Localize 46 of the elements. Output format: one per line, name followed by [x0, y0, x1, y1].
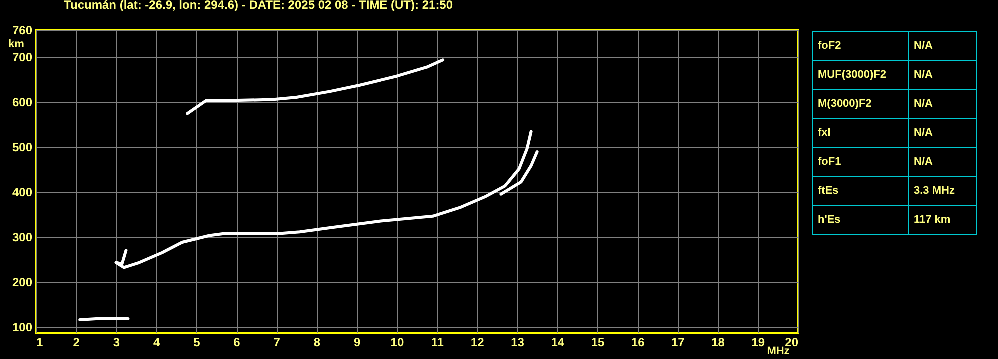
- x-tick-label: 15: [591, 336, 605, 350]
- category-label: M(3000)F2: [818, 98, 872, 110]
- category-label: ftEs: [818, 185, 839, 197]
- line-series: [114, 130, 533, 270]
- x-tick-label: 3: [113, 336, 120, 350]
- y-tick-label: 700: [12, 50, 33, 65]
- x-tick-label: 13: [511, 336, 525, 350]
- x-tick-label: 9: [354, 336, 361, 350]
- x-tick-label: 8: [314, 336, 321, 350]
- category-label: h'Es: [818, 214, 841, 226]
- x-tick-label: 19: [752, 336, 766, 350]
- category-label: foF1: [818, 156, 842, 168]
- text: 3.3 MHz: [914, 185, 955, 197]
- text: N/A: [914, 40, 933, 52]
- chart-title: Tucumán (lat: -26.9, lon: 294.6) - DATE: 2025 02 08 - TIME (UT): 21:50: [64, 0, 454, 12]
- x-tick-label: 1: [36, 336, 44, 350]
- x-tick-label: 16: [631, 336, 646, 350]
- y-tick-label: 300: [12, 230, 33, 245]
- text: 117 km: [914, 214, 951, 226]
- category-label: MUF(3000)F2: [818, 69, 886, 81]
- x-tick-label: 6: [234, 336, 241, 350]
- line-series: [500, 150, 539, 196]
- y-axis-title: km: [8, 38, 25, 50]
- y-tick-label: 100: [12, 320, 33, 335]
- category-label: foF2: [818, 40, 842, 52]
- y-tick-label: 600: [12, 96, 33, 110]
- x-tick-label: 12: [470, 336, 485, 350]
- x-tick-label: 7: [274, 336, 281, 350]
- y-tick-label: 400: [12, 186, 33, 200]
- text: N/A: [914, 127, 933, 139]
- y-tick-label: 760: [12, 24, 33, 38]
- category-label: fxI: [818, 127, 831, 139]
- x-tick-label: 4: [153, 336, 160, 350]
- text: N/A: [914, 98, 933, 110]
- x-tick-label: 5: [194, 336, 201, 350]
- y-tick-label: 500: [12, 140, 33, 155]
- x-tick-label: 10: [390, 336, 404, 350]
- text: N/A: [914, 156, 933, 168]
- x-tick-label: 17: [672, 336, 686, 350]
- x-tick-label: 18: [712, 336, 726, 350]
- line-series: [186, 58, 445, 116]
- text: N/A: [914, 69, 933, 81]
- x-tick-label: 2: [73, 336, 80, 350]
- y-tick-label: 200: [12, 276, 33, 290]
- x-tick-label: 14: [551, 336, 565, 350]
- x-tick-label: 11: [431, 336, 444, 350]
